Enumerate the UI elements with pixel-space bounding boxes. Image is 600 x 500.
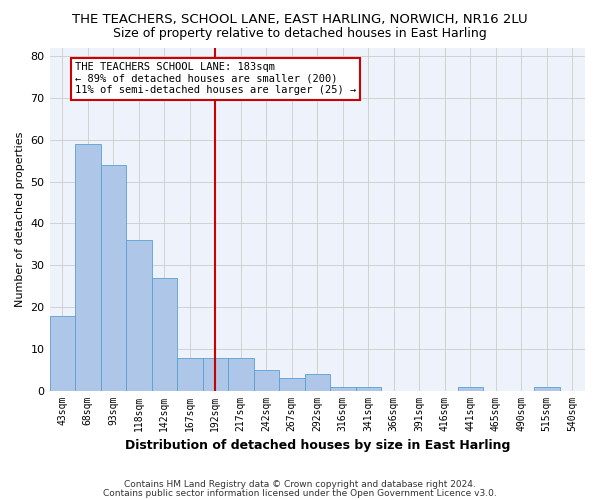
Bar	[279, 378, 305, 391]
Bar	[177, 358, 203, 391]
Text: Size of property relative to detached houses in East Harling: Size of property relative to detached ho…	[113, 28, 487, 40]
Bar	[126, 240, 152, 391]
Text: THE TEACHERS SCHOOL LANE: 183sqm
← 89% of detached houses are smaller (200)
11% : THE TEACHERS SCHOOL LANE: 183sqm ← 89% o…	[75, 62, 356, 96]
Bar	[254, 370, 279, 391]
Text: Contains HM Land Registry data © Crown copyright and database right 2024.: Contains HM Land Registry data © Crown c…	[124, 480, 476, 489]
Bar	[330, 387, 356, 391]
Bar	[356, 387, 381, 391]
Bar	[534, 387, 560, 391]
Bar	[305, 374, 330, 391]
Bar	[203, 358, 228, 391]
Text: Contains public sector information licensed under the Open Government Licence v3: Contains public sector information licen…	[103, 488, 497, 498]
Bar	[228, 358, 254, 391]
Bar	[458, 387, 483, 391]
X-axis label: Distribution of detached houses by size in East Harling: Distribution of detached houses by size …	[125, 440, 510, 452]
Bar	[152, 278, 177, 391]
Bar	[50, 316, 75, 391]
Text: THE TEACHERS, SCHOOL LANE, EAST HARLING, NORWICH, NR16 2LU: THE TEACHERS, SCHOOL LANE, EAST HARLING,…	[72, 12, 528, 26]
Bar	[101, 165, 126, 391]
Bar	[75, 144, 101, 391]
Y-axis label: Number of detached properties: Number of detached properties	[15, 132, 25, 307]
